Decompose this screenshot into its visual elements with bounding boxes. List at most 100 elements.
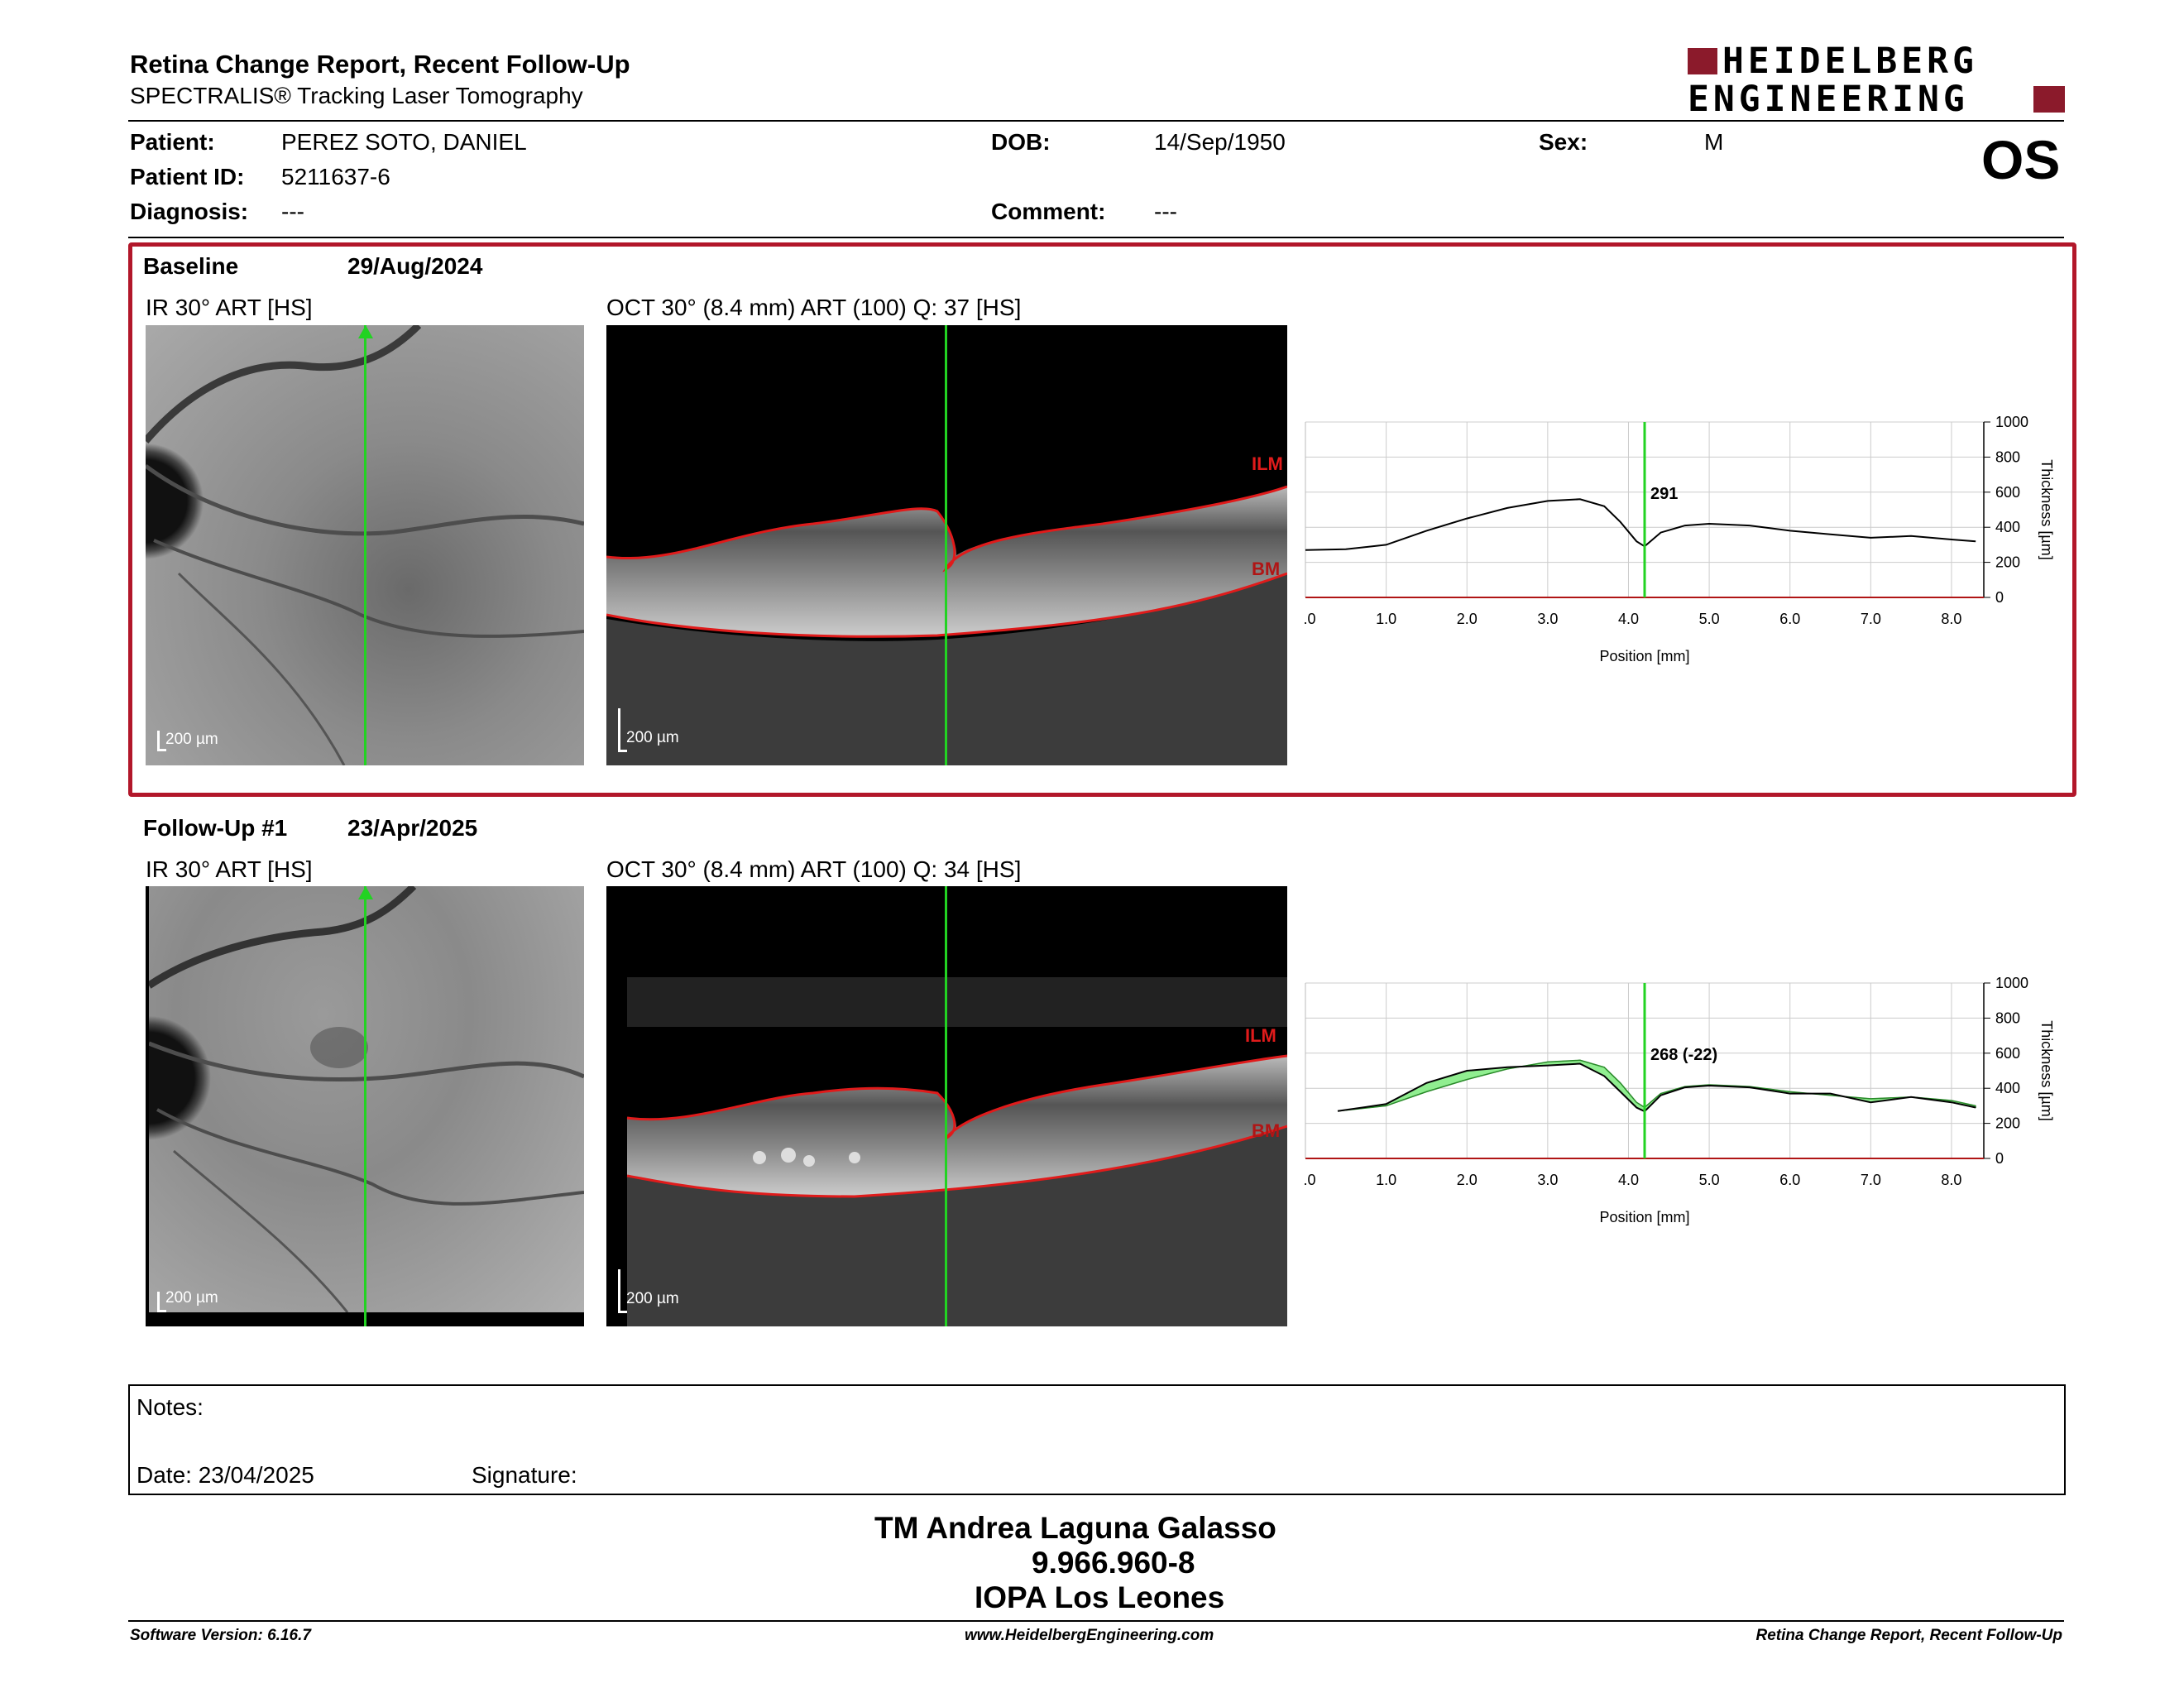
followup-oct-scale-bar xyxy=(618,1269,627,1313)
dob-label: DOB: xyxy=(991,129,1051,155)
y-tick-label: 800 xyxy=(1995,1009,2020,1026)
footer-website[interactable]: www.HeidelbergEngineering.com xyxy=(965,1627,1214,1644)
patient-name-label: Patient: xyxy=(130,129,215,155)
baseline-ir-scan-line xyxy=(364,325,366,765)
followup-ir-scale-text: 200 µm xyxy=(165,1289,218,1307)
y-tick-label: 1000 xyxy=(1995,414,2028,430)
x-tick-label: 1.0 xyxy=(1376,611,1396,627)
x-tick-label: 4.0 xyxy=(1618,611,1639,627)
baseline-ir-image[interactable]: 200 µm xyxy=(146,325,584,765)
baseline-marker-value: 291 xyxy=(1650,485,1679,503)
baseline-thickness-chart: 0.0 1.0 2.0 3.0 4.0 5.0 6.0 7.0 8.0 0 200 400 600 800… xyxy=(1303,414,2055,664)
x-tick-label: 4.0 xyxy=(1618,1172,1639,1188)
followup-date: 23/Apr/2025 xyxy=(347,815,478,841)
notes-date: Date: 23/04/2025 xyxy=(136,1462,314,1488)
y-tick-label: 200 xyxy=(1995,1115,2020,1132)
eye-indicator: OS xyxy=(1981,129,2061,190)
baseline-bm-label: BM xyxy=(1252,559,1281,579)
y-tick-label: 400 xyxy=(1995,1080,2020,1096)
footer-divider xyxy=(128,1620,2064,1622)
baseline-frame xyxy=(128,242,2076,797)
y-axis-label: Thickness [µm] xyxy=(2038,1020,2055,1120)
comment-label: Comment: xyxy=(991,199,1106,224)
x-axis-label: Position [mm] xyxy=(1599,648,1689,664)
followup-ir-title: IR 30° ART [HS] xyxy=(146,856,313,882)
baseline-oct-title: OCT 30° (8.4 mm) ART (100) Q: 37 [HS] xyxy=(606,295,1022,320)
patient-divider xyxy=(128,237,2064,238)
followup-oct-scan-line xyxy=(945,886,947,1326)
y-tick-label: 0 xyxy=(1995,589,2004,606)
x-tick-label: 2.0 xyxy=(1457,611,1478,627)
patient-id-label: Patient ID: xyxy=(130,164,245,189)
baseline-ir-scale-bar xyxy=(157,731,166,751)
followup-ilm-label: ILM xyxy=(1245,1025,1276,1046)
arrow-up-icon xyxy=(358,886,373,899)
footer-report-name: Retina Change Report, Recent Follow-Up xyxy=(1755,1627,2062,1644)
diagnosis-value: --- xyxy=(281,199,304,224)
x-axis-label: Position [mm] xyxy=(1599,1209,1689,1225)
x-tick-label: 0.0 xyxy=(1303,611,1316,627)
x-tick-label: 3.0 xyxy=(1537,611,1558,627)
followup-thickness-chart: 0.0 1.0 2.0 3.0 4.0 5.0 6.0 7.0 8.0 0 200 400 600 800… xyxy=(1303,975,2055,1225)
followup-oct-scale-text: 200 µm xyxy=(626,1290,679,1307)
x-tick-label: 7.0 xyxy=(1861,1172,1881,1188)
diagnosis-label: Diagnosis: xyxy=(130,199,249,224)
logo-line-2: ENGINEERING xyxy=(1688,79,1969,120)
signer-org: IOPA Los Leones xyxy=(975,1580,1225,1614)
y-tick-label: 0 xyxy=(1995,1150,2004,1167)
baseline-oct-scale-bar xyxy=(618,708,627,752)
thickness-change-area xyxy=(1337,1059,1976,1112)
dob-value: 14/Sep/1950 xyxy=(1154,129,1286,155)
baseline-ir-scale-text: 200 µm xyxy=(165,731,218,748)
thickness-series-line xyxy=(1305,498,1976,551)
patient-name: PEREZ SOTO, DANIEL xyxy=(281,129,527,155)
x-tick-label: 8.0 xyxy=(1941,611,1961,627)
followup-bm-label: BM xyxy=(1252,1120,1281,1141)
y-tick-label: 800 xyxy=(1995,448,2020,465)
x-tick-label: 6.0 xyxy=(1779,1172,1800,1188)
y-axis-label: Thickness [µm] xyxy=(2038,459,2055,559)
baseline-label: Baseline xyxy=(143,253,239,279)
followup-label: Follow-Up #1 xyxy=(143,815,288,841)
x-tick-label: 8.0 xyxy=(1941,1172,1961,1188)
y-tick-label: 400 xyxy=(1995,519,2020,535)
report-subtitle: SPECTRALIS® Tracking Laser Tomography xyxy=(130,83,583,108)
followup-ir-scan-line xyxy=(364,886,366,1326)
y-tick-label: 600 xyxy=(1995,1045,2020,1062)
x-tick-label: 2.0 xyxy=(1457,1172,1478,1188)
footer-software-version: Software Version: 6.16.7 xyxy=(130,1627,311,1644)
x-tick-label: 5.0 xyxy=(1699,611,1720,627)
logo-line-1: HEIDELBERG xyxy=(1722,41,1978,82)
patient-id: 5211637-6 xyxy=(281,164,390,189)
comment-value: --- xyxy=(1154,199,1177,224)
baseline-ir-title: IR 30° ART [HS] xyxy=(146,295,313,320)
followup-oct-title: OCT 30° (8.4 mm) ART (100) Q: 34 [HS] xyxy=(606,856,1022,882)
x-tick-label: 1.0 xyxy=(1376,1172,1396,1188)
notes-box[interactable]: Notes: Date: 23/04/2025 Signature: xyxy=(128,1384,2066,1495)
report-title: Retina Change Report, Recent Follow-Up xyxy=(130,50,630,79)
x-tick-label: 6.0 xyxy=(1779,611,1800,627)
y-tick-label: 1000 xyxy=(1995,975,2028,991)
baseline-oct-image[interactable]: ILM BM 200 µm xyxy=(606,325,1287,765)
followup-oct-image[interactable]: ILM BM 200 µm xyxy=(606,886,1287,1326)
baseline-oct-scale-text: 200 µm xyxy=(626,729,679,746)
header-divider xyxy=(128,120,2064,122)
signer-id: 9.966.960-8 xyxy=(1032,1546,1195,1580)
followup-ir-image[interactable]: 200 µm xyxy=(146,886,584,1326)
x-tick-label: 5.0 xyxy=(1699,1172,1720,1188)
sex-value: M xyxy=(1704,129,1724,155)
baseline-oct-scan-line xyxy=(945,325,947,765)
y-tick-label: 200 xyxy=(1995,554,2020,571)
baseline-ilm-label: ILM xyxy=(1252,453,1283,474)
arrow-up-icon xyxy=(358,325,373,338)
x-tick-label: 3.0 xyxy=(1537,1172,1558,1188)
sex-label: Sex: xyxy=(1539,129,1588,155)
heidelberg-logo: HEIDELBERG ENGINEERING xyxy=(1688,43,2068,117)
x-tick-label: 0.0 xyxy=(1303,1172,1316,1188)
baseline-date: 29/Aug/2024 xyxy=(347,253,483,279)
followup-ir-scale-bar xyxy=(157,1292,166,1312)
x-tick-label: 7.0 xyxy=(1861,611,1881,627)
signer-name: TM Andrea Laguna Galasso xyxy=(874,1511,1276,1545)
notes-label: Notes: xyxy=(136,1394,204,1420)
notes-signature-label: Signature: xyxy=(472,1462,577,1488)
